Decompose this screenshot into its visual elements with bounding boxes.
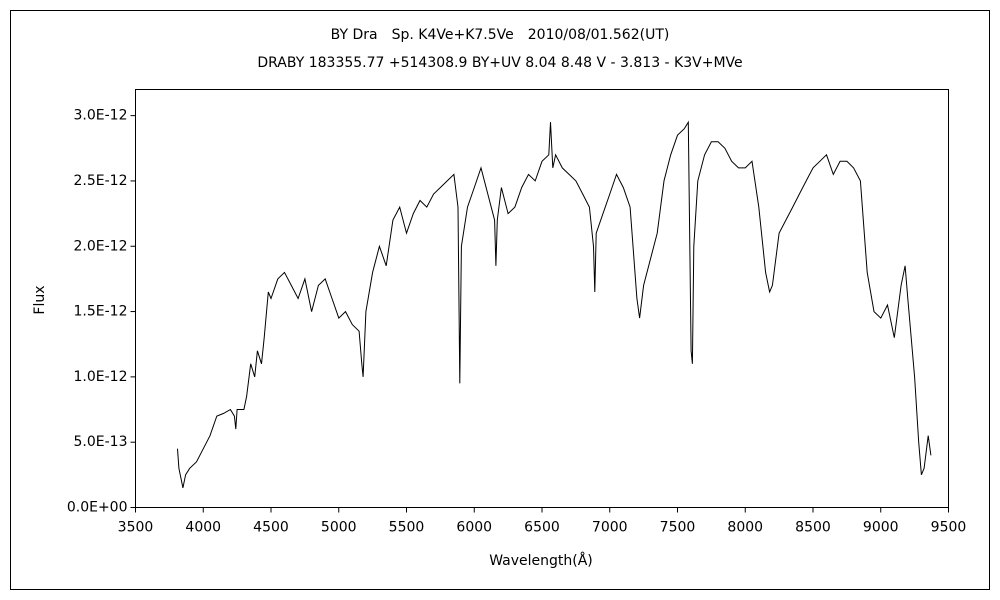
x-tick-label: 6500 xyxy=(524,520,560,536)
x-tick-label: 5000 xyxy=(321,520,357,536)
x-tick-label: 9000 xyxy=(863,520,899,536)
chart-border xyxy=(10,10,990,590)
x-tick-label: 5500 xyxy=(389,520,425,536)
x-tick-label: 4500 xyxy=(253,520,289,536)
x-tick-label: 4000 xyxy=(185,520,221,536)
spectrum-line xyxy=(177,120,932,489)
y-tick-label: 5.0E-13 xyxy=(74,434,128,450)
x-tick-label: 7500 xyxy=(660,520,696,536)
x-tick-label: 7000 xyxy=(592,520,628,536)
y-tick-label: 2.0E-12 xyxy=(74,238,128,254)
y-tick-label: 1.5E-12 xyxy=(74,304,128,320)
y-tick-label: 0.0E+00 xyxy=(67,500,128,516)
x-tick-label: 3500 xyxy=(118,520,154,536)
y-axis-label: Flux xyxy=(32,285,48,314)
chart-subtitle: DRABY 183355.77 +514308.9 BY+UV 8.04 8.4… xyxy=(257,55,742,71)
x-axis-label: Wavelength(Å) xyxy=(489,552,593,569)
x-tick-label: 9500 xyxy=(931,520,967,536)
plot-area xyxy=(135,89,949,508)
chart-title: BY Dra Sp. K4Ve+K7.5Ve 2010/08/01.562(UT… xyxy=(331,27,670,43)
x-tick-label: 8000 xyxy=(727,520,763,536)
y-tick-label: 3.0E-12 xyxy=(74,108,128,124)
y-tick-label: 1.0E-12 xyxy=(74,369,128,385)
x-tick-label: 6000 xyxy=(456,520,492,536)
y-tick-label: 2.5E-12 xyxy=(74,173,128,189)
x-tick-label: 8500 xyxy=(795,520,831,536)
